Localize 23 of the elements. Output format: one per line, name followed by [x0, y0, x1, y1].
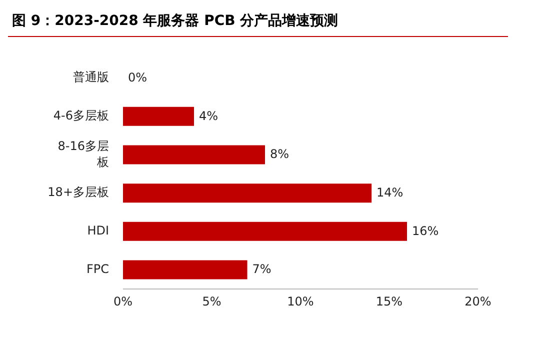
y-tick-label: HDI [87, 224, 109, 238]
y-tick-label: FPC [86, 262, 109, 276]
data-label: 16% [412, 224, 439, 238]
bar [123, 184, 372, 203]
y-tick-label: 普通版 [73, 70, 109, 84]
y-tick-label: 18+多层板 [48, 185, 109, 200]
data-label: 8% [270, 147, 290, 162]
bar [123, 222, 407, 241]
data-label: 14% [376, 185, 404, 200]
bar [123, 260, 248, 280]
bar [123, 145, 265, 164]
data-label: 0% [128, 70, 148, 84]
x-tick-label: 10% [287, 294, 314, 309]
y-tick-label: 8-16多层板 [58, 139, 109, 170]
x-tick-label: 20% [464, 294, 492, 309]
data-label: 4% [199, 108, 218, 123]
x-tick-label: 0% [113, 294, 133, 309]
y-tick-label: 4-6多层板 [53, 108, 109, 123]
data-label: 7% [252, 262, 272, 276]
chart-title: 图 9：2023-2028 年服务器 PCB 分产品增速预测 [8, 8, 508, 37]
x-tick-label: 15% [376, 294, 403, 309]
bar [123, 106, 194, 126]
x-tick-label: 5% [202, 294, 222, 309]
